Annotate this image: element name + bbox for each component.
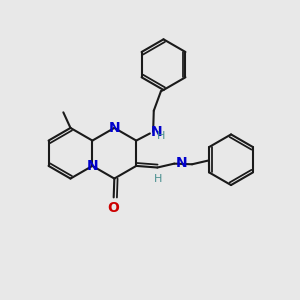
Text: N: N xyxy=(87,159,98,173)
Text: N: N xyxy=(176,156,187,170)
Text: H: H xyxy=(158,131,166,141)
Text: N: N xyxy=(151,125,163,140)
Text: N: N xyxy=(109,121,120,135)
Text: O: O xyxy=(108,201,120,215)
Text: H: H xyxy=(154,174,162,184)
